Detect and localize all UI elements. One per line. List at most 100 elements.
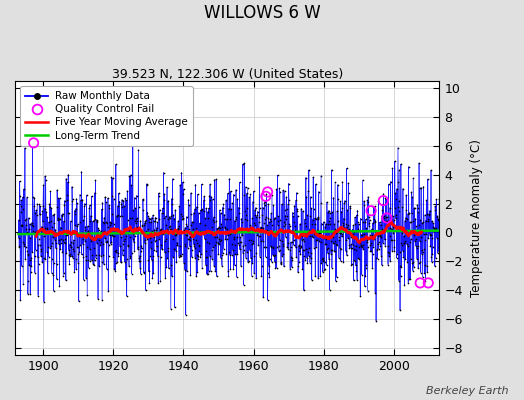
Point bbox=[198, 265, 206, 271]
Point bbox=[301, 257, 310, 263]
Point bbox=[345, 245, 354, 252]
Point bbox=[51, 233, 59, 239]
Point bbox=[138, 197, 147, 204]
Point bbox=[45, 201, 53, 207]
Point bbox=[342, 165, 351, 172]
Point bbox=[292, 190, 301, 196]
Point bbox=[51, 245, 60, 251]
Point bbox=[302, 174, 310, 181]
Point bbox=[286, 266, 294, 272]
Point bbox=[138, 223, 146, 230]
Point bbox=[113, 259, 121, 266]
Point bbox=[293, 232, 302, 239]
Point bbox=[366, 231, 374, 238]
Point bbox=[257, 238, 265, 244]
Point bbox=[396, 263, 405, 269]
Point bbox=[86, 218, 95, 224]
Point bbox=[300, 246, 308, 253]
Point bbox=[358, 232, 366, 238]
Point bbox=[246, 191, 255, 198]
Point bbox=[160, 196, 169, 203]
Point bbox=[219, 204, 227, 211]
Point bbox=[394, 204, 402, 210]
Point bbox=[148, 253, 157, 259]
Point bbox=[31, 246, 40, 253]
Point bbox=[49, 288, 58, 294]
Point bbox=[201, 215, 210, 222]
Point bbox=[208, 246, 216, 253]
Point bbox=[405, 164, 413, 170]
Point bbox=[370, 216, 378, 222]
Point bbox=[141, 287, 150, 294]
Point bbox=[349, 241, 357, 248]
Point bbox=[150, 247, 158, 254]
Point bbox=[115, 227, 123, 233]
Point bbox=[73, 200, 81, 206]
Point bbox=[399, 253, 408, 260]
Point bbox=[189, 226, 197, 232]
Point bbox=[214, 240, 222, 246]
Point bbox=[178, 190, 187, 197]
Point bbox=[198, 206, 206, 212]
Point bbox=[125, 214, 134, 221]
Point bbox=[294, 263, 302, 269]
Point bbox=[38, 228, 46, 234]
Point bbox=[232, 216, 240, 222]
Point bbox=[223, 232, 232, 239]
Point bbox=[53, 204, 62, 210]
Point bbox=[243, 190, 251, 196]
Point bbox=[79, 241, 87, 247]
Point bbox=[231, 242, 239, 249]
Point bbox=[49, 234, 57, 241]
Point bbox=[329, 209, 337, 215]
Point bbox=[21, 244, 30, 250]
Point bbox=[220, 230, 228, 236]
Point bbox=[197, 207, 205, 214]
Point bbox=[184, 226, 193, 232]
Point bbox=[126, 234, 134, 240]
Point bbox=[377, 252, 385, 259]
Point bbox=[332, 230, 341, 236]
Point bbox=[280, 263, 288, 270]
Point bbox=[261, 193, 270, 200]
Point bbox=[74, 260, 82, 266]
Point bbox=[186, 234, 194, 240]
Point bbox=[103, 238, 111, 244]
Point bbox=[311, 216, 320, 222]
Point bbox=[390, 244, 399, 250]
Point bbox=[67, 244, 75, 250]
Point bbox=[330, 226, 339, 232]
Point bbox=[285, 221, 293, 228]
Point bbox=[236, 246, 244, 252]
Point bbox=[416, 217, 424, 223]
Point bbox=[19, 239, 28, 245]
Point bbox=[209, 196, 217, 202]
Point bbox=[150, 234, 158, 240]
Point bbox=[290, 202, 299, 209]
Point bbox=[182, 232, 190, 238]
Point bbox=[276, 247, 285, 253]
Point bbox=[89, 218, 97, 225]
Point bbox=[435, 248, 443, 255]
Point bbox=[66, 251, 74, 258]
Point bbox=[69, 196, 77, 202]
Point bbox=[39, 203, 47, 209]
Point bbox=[340, 200, 348, 206]
Point bbox=[258, 190, 266, 196]
Point bbox=[212, 176, 220, 182]
Point bbox=[70, 237, 78, 243]
Point bbox=[417, 234, 425, 240]
Point bbox=[244, 229, 253, 236]
Point bbox=[353, 212, 361, 218]
Point bbox=[107, 174, 116, 180]
Point bbox=[270, 258, 279, 265]
Point bbox=[63, 232, 71, 238]
Point bbox=[41, 224, 49, 231]
Point bbox=[234, 240, 242, 246]
Point bbox=[412, 231, 420, 237]
Point bbox=[53, 187, 61, 193]
Point bbox=[151, 218, 159, 224]
Point bbox=[22, 221, 30, 228]
Point bbox=[266, 256, 274, 262]
Point bbox=[228, 252, 236, 258]
